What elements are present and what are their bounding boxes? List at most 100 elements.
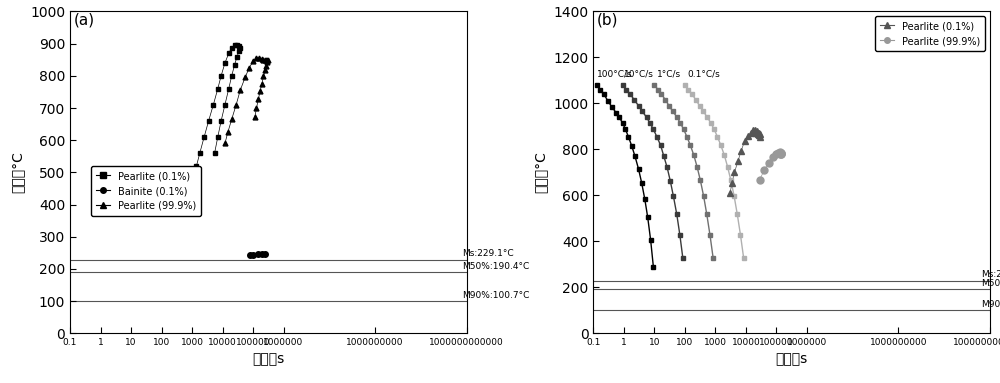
- Pearlite (99.9%): [763, 160, 775, 165]
- Pearlite (0.1%): [726, 180, 738, 185]
- Pearlite (0.1%): [753, 133, 765, 137]
- Y-axis label: 温度／°C: 温度／°C: [10, 151, 24, 193]
- Text: 100°C/s: 100°C/s: [597, 69, 633, 78]
- Pearlite (0.1%): [215, 74, 227, 78]
- Pearlite (0.1%): [742, 133, 754, 138]
- Pearlite (99.9%): [222, 130, 234, 134]
- Pearlite (0.1%): [226, 74, 238, 78]
- Y-axis label: 温度／°C: 温度／°C: [534, 151, 548, 193]
- Pearlite (0.1%): [231, 54, 243, 59]
- Pearlite (0.1%): [188, 177, 200, 181]
- Pearlite (99.9%): [775, 151, 787, 156]
- Pearlite (99.9%): [775, 151, 787, 156]
- Pearlite (99.9%): [261, 58, 273, 63]
- Pearlite (99.9%): [261, 60, 273, 64]
- Pearlite (0.1%): [753, 130, 765, 135]
- Pearlite (99.9%): [256, 82, 268, 86]
- Pearlite (99.9%): [226, 117, 238, 121]
- Text: M50%:190.4°C: M50%:190.4°C: [981, 279, 1000, 288]
- Pearlite (99.9%): [259, 68, 271, 72]
- Pearlite (0.1%): [231, 43, 243, 47]
- Pearlite (99.9%): [257, 74, 269, 79]
- Pearlite (99.9%): [243, 65, 255, 70]
- Pearlite (0.1%): [752, 131, 764, 136]
- Legend: Pearlite (0.1%), Pearlite (99.9%): Pearlite (0.1%), Pearlite (99.9%): [875, 16, 985, 51]
- Pearlite (0.1%): [233, 44, 245, 48]
- Pearlite (99.9%): [257, 57, 269, 62]
- Pearlite (0.1%): [219, 103, 231, 107]
- Pearlite (0.1%): [198, 135, 210, 139]
- Pearlite (99.9%): [256, 56, 268, 61]
- Pearlite (99.9%): [770, 152, 782, 157]
- Pearlite (99.9%): [262, 58, 274, 63]
- Bainite (0.1%): [259, 252, 271, 256]
- Pearlite (99.9%): [249, 115, 261, 119]
- X-axis label: 时间／s: 时间／s: [776, 353, 808, 367]
- Bainite (0.1%): [244, 253, 256, 257]
- Legend: Pearlite (0.1%), Bainite (0.1%), Pearlite (99.9%): Pearlite (0.1%), Bainite (0.1%), Pearlit…: [91, 166, 201, 216]
- Line: Pearlite (99.9%): Pearlite (99.9%): [223, 56, 270, 146]
- Pearlite (99.9%): [774, 151, 786, 156]
- Text: (a): (a): [73, 12, 95, 27]
- Pearlite (99.9%): [250, 56, 262, 61]
- Text: Ms:229.1°C: Ms:229.1°C: [462, 249, 513, 258]
- X-axis label: 时间／s: 时间／s: [252, 353, 284, 367]
- Pearlite (0.1%): [739, 139, 751, 144]
- Pearlite (0.1%): [754, 132, 766, 137]
- Pearlite (99.9%): [775, 150, 787, 155]
- Pearlite (99.9%): [754, 177, 766, 182]
- Pearlite (99.9%): [239, 75, 251, 80]
- Line: Bainite (0.1%): Bainite (0.1%): [247, 251, 268, 258]
- Text: M90%:100.7°C: M90%:100.7°C: [981, 300, 1000, 309]
- Line: Pearlite (0.1%): Pearlite (0.1%): [727, 127, 763, 196]
- Pearlite (0.1%): [749, 128, 761, 133]
- Pearlite (0.1%): [233, 48, 245, 53]
- Pearlite (0.1%): [212, 87, 224, 91]
- Pearlite (99.9%): [774, 150, 786, 155]
- Pearlite (0.1%): [226, 45, 238, 50]
- Pearlite (0.1%): [190, 164, 202, 168]
- Pearlite (99.9%): [254, 89, 266, 93]
- Pearlite (0.1%): [209, 151, 221, 155]
- Pearlite (0.1%): [748, 130, 760, 135]
- Pearlite (0.1%): [728, 170, 740, 175]
- Pearlite (99.9%): [253, 56, 265, 60]
- Text: 1°C/s: 1°C/s: [657, 69, 681, 78]
- Pearlite (99.9%): [250, 106, 262, 110]
- Pearlite (0.1%): [747, 128, 759, 132]
- Pearlite (0.1%): [735, 148, 747, 153]
- Pearlite (99.9%): [247, 59, 259, 64]
- Pearlite (99.9%): [767, 155, 779, 159]
- Pearlite (99.9%): [234, 88, 246, 93]
- Pearlite (0.1%): [732, 159, 744, 163]
- Pearlite (0.1%): [194, 151, 206, 155]
- Pearlite (0.1%): [219, 61, 231, 65]
- Bainite (0.1%): [256, 252, 268, 256]
- Pearlite (99.9%): [775, 151, 787, 155]
- Pearlite (0.1%): [229, 43, 241, 47]
- Pearlite (0.1%): [223, 51, 235, 56]
- Pearlite (99.9%): [758, 168, 770, 172]
- Bainite (0.1%): [247, 252, 259, 257]
- Text: (b): (b): [597, 12, 618, 27]
- Pearlite (99.9%): [252, 97, 264, 101]
- Pearlite (0.1%): [203, 119, 215, 123]
- Text: M50%:190.4°C: M50%:190.4°C: [462, 262, 529, 271]
- Pearlite (0.1%): [724, 191, 736, 195]
- Text: 0.1°C/s: 0.1°C/s: [687, 69, 720, 78]
- Pearlite (0.1%): [212, 135, 224, 139]
- Line: Pearlite (0.1%): Pearlite (0.1%): [192, 42, 243, 181]
- Pearlite (0.1%): [751, 129, 763, 133]
- Pearlite (99.9%): [260, 58, 272, 63]
- Pearlite (0.1%): [234, 46, 246, 51]
- Pearlite (0.1%): [754, 134, 766, 139]
- Pearlite (0.1%): [223, 87, 235, 91]
- Pearlite (99.9%): [260, 63, 272, 68]
- Pearlite (0.1%): [745, 131, 757, 135]
- Text: M90%:100.7°C: M90%:100.7°C: [462, 291, 529, 300]
- Text: 10°C/s: 10°C/s: [624, 69, 654, 78]
- Pearlite (0.1%): [750, 131, 762, 135]
- Pearlite (99.9%): [772, 151, 784, 155]
- Pearlite (99.9%): [219, 141, 231, 146]
- Text: Ms:229.1°C: Ms:229.1°C: [981, 270, 1000, 279]
